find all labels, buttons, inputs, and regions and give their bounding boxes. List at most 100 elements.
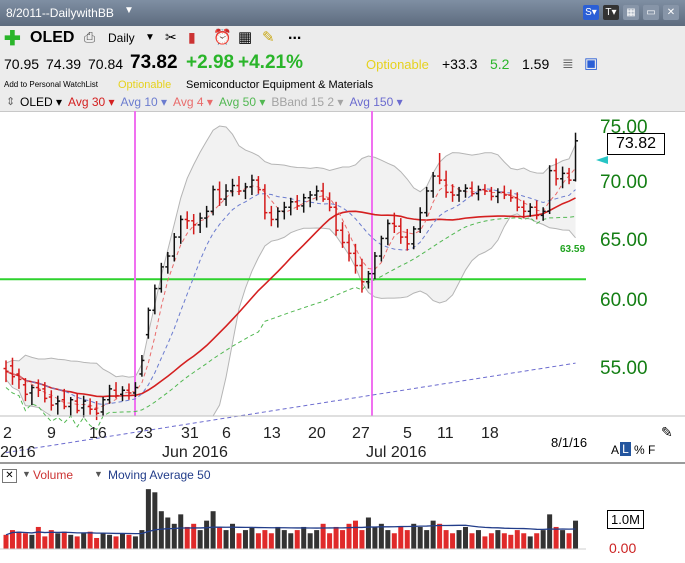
side-a-button[interactable]: A [611, 443, 620, 457]
price-bar [249, 174, 255, 196]
save-icon[interactable]: ▣ [584, 55, 599, 72]
volume-bar [385, 530, 391, 549]
period-dropdown-icon[interactable]: ▼ [145, 32, 155, 43]
last-price: 73.82 [130, 52, 178, 73]
volume-bar [495, 530, 501, 549]
grid-icon[interactable]: ▦ [623, 5, 639, 20]
month-label-jun: Jun 2016 [162, 444, 228, 461]
volume-bar [340, 530, 346, 549]
volume-bar [365, 517, 371, 549]
volume-bar [352, 520, 358, 549]
database-icon[interactable]: ≣ [562, 55, 574, 71]
bollinger-band-fill [6, 126, 576, 417]
print-icon[interactable]: ⎙ [84, 29, 96, 45]
note-icon[interactable]: ✎ [262, 29, 275, 46]
title-dropdown-icon[interactable]: ▼ [124, 5, 134, 16]
volume-bar [197, 530, 203, 549]
indicator-bband-15-2[interactable]: BBand 15 2 ▾ [271, 95, 344, 109]
indicator-avg-10[interactable]: Avg 10 ▾ [120, 95, 168, 109]
minimize-icon[interactable]: ▭ [643, 5, 659, 20]
price-bar [9, 357, 15, 385]
period-select[interactable]: Daily [108, 31, 135, 45]
volume-ma-dropdown-icon[interactable]: ▼ [94, 469, 103, 479]
volume-bar [223, 530, 229, 549]
price-bar [566, 167, 572, 185]
indicator-grip-icon[interactable]: ⇕ [6, 96, 16, 108]
change-value: +2.98 [186, 52, 235, 73]
price-bar [35, 379, 41, 398]
volume-bar [178, 514, 184, 549]
volume-bar [145, 489, 151, 549]
price-bar [488, 186, 494, 201]
price-bar [262, 184, 268, 220]
avg-30-line [5, 197, 576, 398]
volume-bar [132, 536, 138, 549]
price-bar [126, 383, 132, 400]
volume-bar [217, 526, 223, 549]
volume-bar [327, 533, 333, 549]
date-tick-23: 23 [135, 425, 153, 442]
tools-icon[interactable]: ✂ [165, 29, 177, 45]
toolbar: ✚ OLED ⎙ Daily ▼ ✂ ▮ ⏰ ▦ ✎ ... [0, 26, 685, 50]
close-icon[interactable]: ✕ [663, 5, 679, 20]
price-bar [514, 192, 520, 212]
volume-bar [61, 531, 67, 549]
price-tick-55: 55.00 [600, 358, 648, 379]
window-title: 8/2011--DailywithBB [6, 6, 114, 20]
volume-tick-0: 0.00 [609, 540, 637, 556]
side-pct-button[interactable]: % [634, 443, 645, 457]
indicator-avg-4[interactable]: Avg 4 ▾ [173, 95, 213, 109]
date-tick-31: 31 [181, 425, 199, 442]
chart-type-icon[interactable]: ▮ [188, 29, 196, 45]
volume-bar [560, 530, 566, 549]
add-icon[interactable]: ✚ [4, 28, 21, 50]
volume-bar [475, 530, 481, 549]
indicator-list: OLED ▾ Avg 30 ▾ Avg 10 ▾ Avg 4 ▾ Avg 50 ▾ BBa… [20, 95, 403, 109]
volume-bar [469, 533, 475, 549]
volume-dropdown-icon[interactable]: ▼ [22, 469, 31, 479]
indicator-avg-30[interactable]: Avg 30 ▾ [68, 95, 115, 109]
volume-bar [398, 526, 404, 549]
volume-bar [346, 523, 352, 549]
price-tick-70: 70.00 [600, 172, 648, 193]
price-bar [340, 222, 346, 248]
open-value: 70.95 [4, 56, 40, 72]
price-bar [158, 262, 164, 293]
volume-bar [94, 537, 100, 549]
s-button[interactable]: S▾ [583, 5, 599, 20]
indicator-avg-50[interactable]: Avg 50 ▾ [218, 95, 266, 109]
close-volume-icon[interactable]: ✕ [2, 469, 17, 483]
volume-bar [236, 533, 242, 549]
avg-150-line [5, 362, 576, 454]
price-bar [119, 386, 125, 402]
calendar-icon[interactable]: ▦ [238, 29, 253, 46]
hline-label: 63.59 [560, 244, 586, 255]
volume-bar [411, 523, 417, 549]
price-bar [22, 378, 28, 402]
volume-bar [294, 530, 300, 549]
volume-bar [508, 534, 514, 549]
price-bar [385, 219, 391, 246]
price-bar [210, 185, 216, 216]
volume-bar [430, 520, 436, 549]
bollinger-upper [5, 125, 576, 378]
alarm-icon[interactable]: ⏰ [213, 29, 232, 46]
side-f-button[interactable]: F [648, 443, 656, 457]
watchlist-link[interactable]: Add to Personal WatchList [4, 80, 98, 89]
volume-bar [242, 530, 248, 549]
volume-bar [87, 531, 93, 549]
indicator-avg-150[interactable]: Avg 150 ▾ [349, 95, 403, 109]
symbol-label[interactable]: OLED [30, 29, 75, 46]
price-bar [74, 392, 80, 414]
price-bar [333, 201, 339, 236]
edit-icon[interactable]: ✎ [661, 424, 673, 440]
indicator-bar: ⇕ OLED ▾ Avg 30 ▾ Avg 10 ▾ Avg 4 ▾ Avg 50 ▾ B… [0, 93, 685, 112]
price-bar [68, 397, 74, 416]
volume-bar [372, 526, 378, 549]
side-l-button[interactable]: L [620, 442, 631, 456]
t-button[interactable]: T▾ [603, 5, 619, 20]
more-button[interactable]: ... [288, 26, 302, 43]
indicator-oled[interactable]: OLED ▾ [20, 95, 63, 109]
volume-title: Volume [33, 468, 74, 482]
